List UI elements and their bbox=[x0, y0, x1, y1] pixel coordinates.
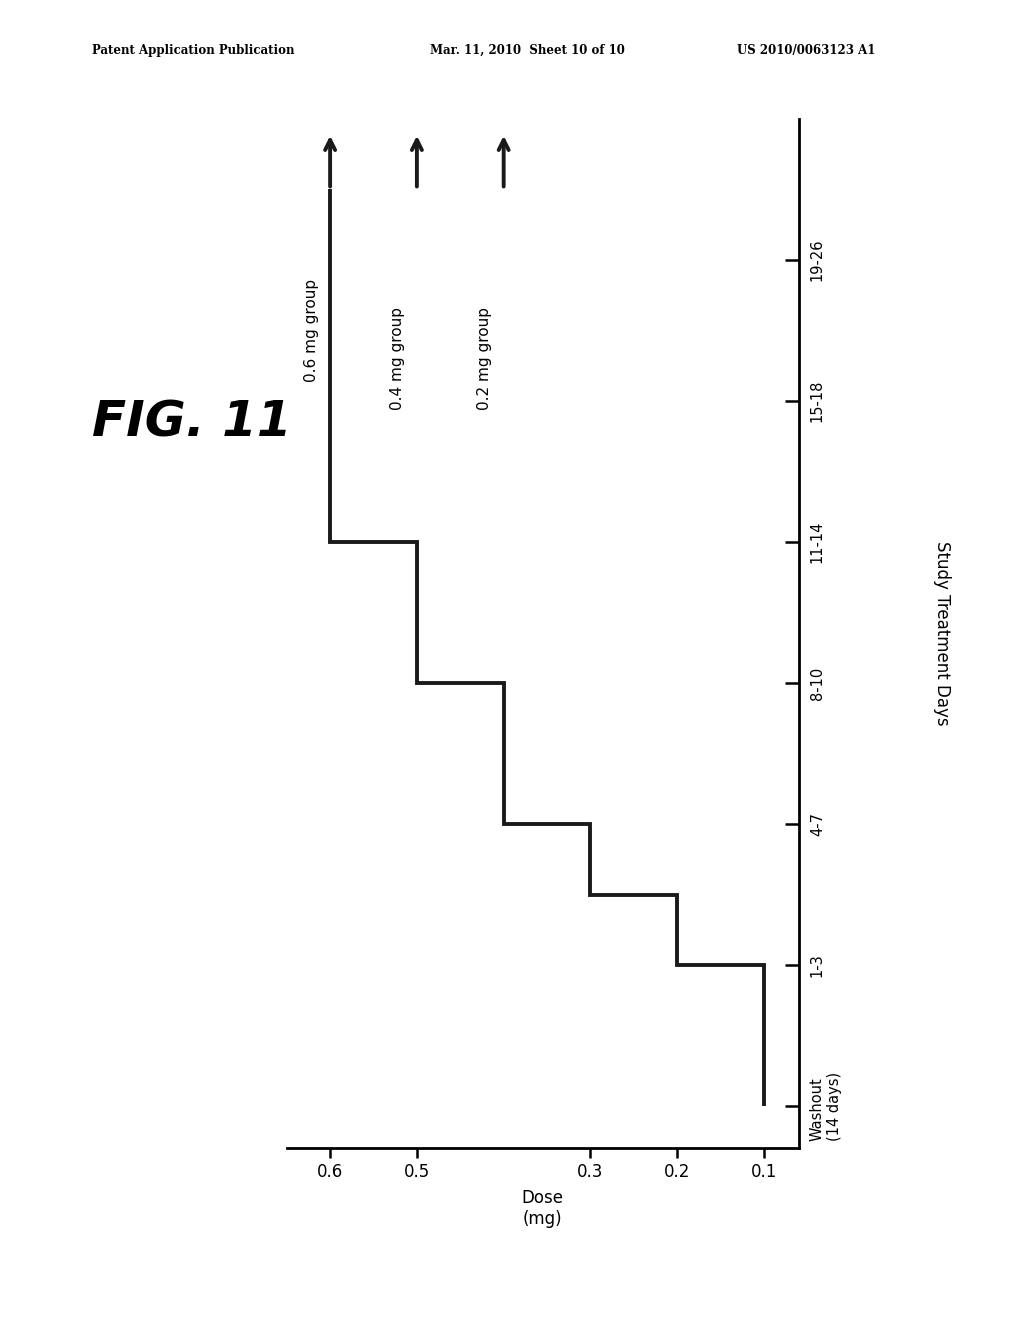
Text: 0.4 mg group: 0.4 mg group bbox=[390, 308, 406, 411]
Text: Mar. 11, 2010  Sheet 10 of 10: Mar. 11, 2010 Sheet 10 of 10 bbox=[430, 44, 625, 57]
X-axis label: Dose
(mg): Dose (mg) bbox=[521, 1189, 564, 1228]
Text: 0.6 mg group: 0.6 mg group bbox=[303, 279, 318, 381]
Text: Study Treatment Days: Study Treatment Days bbox=[933, 541, 951, 726]
Text: 0.2 mg group: 0.2 mg group bbox=[477, 308, 493, 411]
Text: US 2010/0063123 A1: US 2010/0063123 A1 bbox=[737, 44, 876, 57]
Text: Patent Application Publication: Patent Application Publication bbox=[92, 44, 295, 57]
Text: FIG. 11: FIG. 11 bbox=[92, 399, 292, 446]
